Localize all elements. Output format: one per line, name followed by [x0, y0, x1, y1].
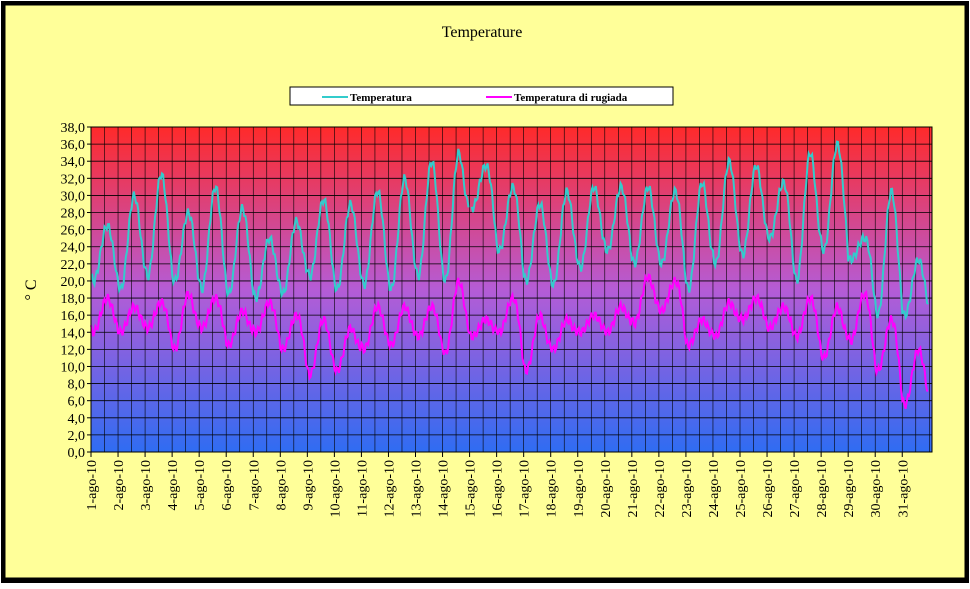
x-tick-label: 17-ago-10 [518, 460, 533, 518]
y-tick-label: 6,0 [68, 395, 86, 410]
x-tick-label: 19-ago-10 [572, 460, 587, 518]
x-tick-label: 1-ago-10 [85, 460, 100, 511]
y-axis-ticks: 0,0 2,0 4,0 6,0 8,0 10,0 12,0 14,0 16,0 18,0 20,0 2… [61, 121, 91, 461]
y-tick-label: 12,0 [61, 343, 86, 358]
legend-label-temperatura: Temperatura [350, 92, 412, 104]
y-tick-label: 0,0 [68, 446, 86, 461]
x-tick-label: 21-ago-10 [626, 460, 641, 518]
legend-box [289, 86, 674, 106]
y-tick-label: 2,0 [68, 429, 86, 444]
y-tick-label: 20,0 [61, 275, 86, 290]
y-tick-label: 16,0 [61, 309, 86, 324]
series-line-0 [90, 140, 929, 321]
x-tick-label: 30-ago-10 [869, 460, 884, 518]
x-tick-label: 29-ago-10 [842, 460, 857, 518]
x-tick-label: 24-ago-10 [707, 460, 722, 518]
plot-border [90, 126, 933, 453]
x-tick-label: 5-ago-10 [193, 460, 208, 511]
x-tick-label: 18-ago-10 [545, 460, 560, 518]
y-tick-label: 4,0 [68, 412, 86, 427]
y-tick-label: 14,0 [61, 326, 86, 341]
y-tick-label: 24,0 [61, 241, 86, 256]
x-tick-label: 25-ago-10 [734, 460, 749, 518]
x-tick-label: 6-ago-10 [220, 460, 235, 511]
y-tick-label: 10,0 [61, 360, 86, 375]
chart-title: Temperature [442, 24, 523, 41]
x-tick-label: 16-ago-10 [491, 460, 506, 518]
y-axis-label: ° C [23, 279, 40, 300]
x-tick-label: 10-ago-10 [328, 460, 343, 518]
grid-lines [90, 126, 932, 453]
y-tick-label: 28,0 [61, 207, 86, 222]
x-tick-label: 22-ago-10 [653, 460, 668, 518]
x-tick-label: 12-ago-10 [382, 460, 397, 518]
y-tick-label: 26,0 [61, 224, 86, 239]
x-tick-label: 26-ago-10 [761, 460, 776, 518]
legend: Temperatura Temperatura di rugiada [289, 86, 674, 106]
x-tick-label: 3-ago-10 [139, 460, 154, 511]
x-tick-label: 14-ago-10 [437, 460, 452, 518]
y-tick-label: 32,0 [61, 172, 86, 187]
x-tick-label: 2-ago-10 [112, 460, 127, 511]
x-tick-label: 20-ago-10 [599, 460, 614, 518]
x-tick-label: 11-ago-10 [355, 460, 370, 517]
y-tick-label: 36,0 [61, 138, 86, 153]
x-tick-label: 23-ago-10 [680, 460, 695, 518]
x-tick-label: 15-ago-10 [464, 460, 479, 518]
y-tick-label: 38,0 [61, 121, 86, 136]
x-tick-label: 7-ago-10 [247, 460, 262, 511]
series-line-1 [90, 273, 929, 410]
x-tick-label: 31-ago-10 [896, 460, 911, 518]
series-lines [90, 140, 929, 410]
y-tick-label: 18,0 [61, 292, 86, 307]
y-tick-label: 22,0 [61, 258, 86, 273]
y-tick-label: 30,0 [61, 189, 86, 204]
x-tick-label: 13-ago-10 [410, 460, 425, 518]
y-tick-label: 8,0 [68, 378, 86, 393]
x-tick-label: 9-ago-10 [301, 460, 316, 511]
legend-label-rugiada: Temperatura di rugiada [514, 92, 628, 104]
x-tick-label: 4-ago-10 [166, 460, 181, 511]
x-tick-label: 27-ago-10 [788, 460, 803, 518]
y-tick-label: 34,0 [61, 155, 86, 170]
x-tick-label: 8-ago-10 [274, 460, 289, 511]
x-tick-label: 28-ago-10 [815, 460, 830, 518]
x-axis-ticks: 1-ago-10 2-ago-10 3-ago-10 4-ago-10 5-ago-10… [85, 452, 911, 518]
